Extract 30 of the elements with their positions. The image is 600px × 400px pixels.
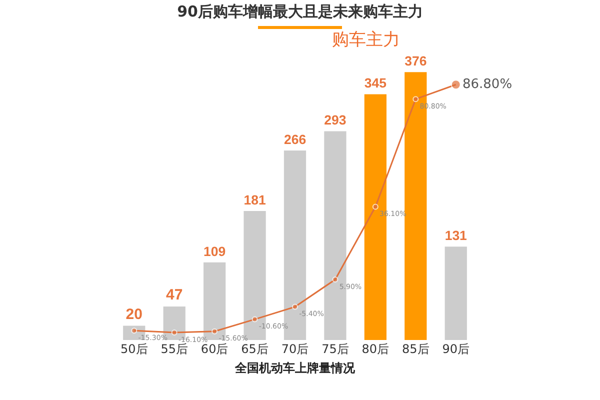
point (292, 304, 298, 310)
chart-title: 90后购车增幅最大且是未来购车主力 (177, 2, 423, 20)
x-tick-label: 80后 (362, 342, 390, 356)
x-tick-label: 85后 (402, 342, 430, 356)
data-label: 86.80% (462, 76, 512, 92)
data-label: 47 (166, 286, 183, 304)
data-label: 266 (284, 132, 306, 147)
point (212, 328, 218, 334)
x-tick-label: 55后 (160, 342, 188, 356)
data-label: 109 (204, 244, 226, 259)
point (332, 276, 338, 283)
x-tick-label: 50后 (120, 342, 148, 356)
x-tick-label: 60后 (200, 342, 228, 356)
x-tick-label: 75后 (322, 342, 349, 356)
x-tick-label: 90后 (442, 342, 470, 356)
point (372, 204, 378, 210)
data-label: 181 (244, 192, 266, 208)
x-tick-label: 65后 (241, 342, 268, 356)
x-tick-label: 70后 (281, 342, 309, 356)
point (412, 96, 419, 102)
point (171, 330, 178, 336)
data-label: 20 (126, 306, 142, 323)
point (252, 316, 258, 322)
x-axis-title: 全国机动车上牌量情况 (234, 360, 356, 375)
bar (444, 246, 467, 340)
text: 购车主力 (332, 30, 400, 50)
data-label: 293 (324, 112, 346, 128)
data-label: 345 (364, 76, 386, 91)
data-label: 131 (444, 228, 467, 244)
data-label: 376 (404, 54, 427, 69)
